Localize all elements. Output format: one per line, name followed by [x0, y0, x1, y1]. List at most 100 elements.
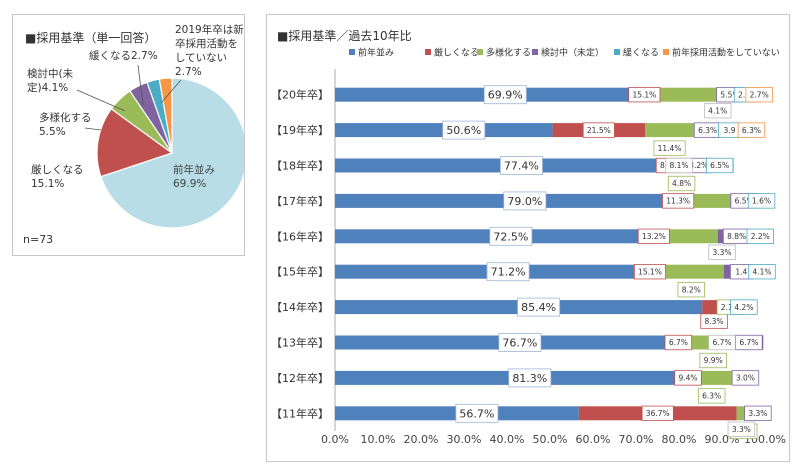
svg-text:15.1%: 15.1% — [638, 267, 662, 276]
svg-text:8.1%: 8.1% — [669, 161, 688, 170]
legend-item-5: 前年採用活動をしていない — [663, 47, 780, 59]
pie-label-1-0: 厳しくなる — [31, 163, 84, 176]
svg-text:前年並み: 前年並み — [358, 47, 394, 59]
bar-5-2 — [658, 264, 724, 279]
data-label-5-2: 8.2% — [677, 282, 705, 298]
svg-text:11.4%: 11.4% — [658, 144, 682, 153]
svg-text:6.7%: 6.7% — [739, 338, 758, 347]
bar-0-2 — [653, 87, 719, 102]
data-label-1-0: 50.6% — [442, 120, 486, 140]
svg-text:4.2%: 4.2% — [734, 303, 753, 312]
sample-size-note: n=73 — [23, 233, 54, 246]
legend-item-4: 緩くなる — [614, 47, 659, 59]
svg-text:36.7%: 36.7% — [646, 409, 670, 418]
x-tick-label-3: 30.0% — [447, 433, 482, 446]
pie-leader-5 — [160, 79, 182, 104]
svg-text:緩くなる: 緩くなる — [623, 47, 659, 59]
svg-text:69.9%: 69.9% — [488, 89, 523, 102]
pie-label-3-1: 定)4.1% — [27, 81, 68, 94]
pie-chart: 前年並み 69.9% 厳しくなる 15.1% 多様化する 5.5% 検討中(未定)4.1% 緩… — [27, 23, 244, 229]
data-label-9-0: 56.7% — [455, 403, 499, 423]
category-label-3: 【17年卒】 — [271, 194, 329, 208]
svg-text:検討中（未定）: 検討中（未定） — [541, 47, 604, 59]
data-label-1-4: 3.9 — [718, 122, 741, 138]
category-label-2: 【18年卒】 — [271, 159, 329, 173]
data-label-2-4: 6.5% — [705, 157, 734, 174]
svg-text:15.1%: 15.1% — [632, 90, 656, 99]
svg-text:4.8%: 4.8% — [672, 179, 691, 188]
data-label-9-3: 3.3% — [744, 405, 772, 421]
category-label-8: 【12年卒】 — [271, 371, 329, 385]
svg-text:2.2%: 2.2% — [751, 232, 770, 241]
data-label-8-3: 3.0% — [731, 370, 760, 386]
category-label-5: 【15年卒】 — [271, 265, 329, 279]
data-label-4-1: 13.2% — [637, 228, 670, 244]
svg-text:多様化する: 多様化する — [486, 47, 531, 59]
svg-text:1.4: 1.4 — [735, 267, 747, 276]
svg-text:13.2%: 13.2% — [642, 232, 666, 241]
svg-text:11.3%: 11.3% — [666, 197, 690, 206]
data-label-3-1: 11.3% — [662, 193, 695, 209]
pie-slice-1 — [96, 108, 174, 178]
legend-item-0: 前年並み — [349, 47, 394, 59]
svg-text:56.7%: 56.7% — [459, 407, 494, 420]
pie-label-3-0: 検討中(未 — [27, 67, 74, 80]
data-label-7-3: 6.7% — [735, 334, 763, 351]
svg-text:3.0%: 3.0% — [736, 374, 755, 383]
pie-chart-title: ■採用基準（単一回答） — [25, 31, 157, 45]
data-label-8-0: 81.3% — [508, 368, 552, 388]
bar-1-2 — [645, 123, 695, 138]
svg-text:6.5%: 6.5% — [735, 197, 754, 206]
category-label-9: 【11年卒】 — [271, 406, 329, 420]
svg-text:3.9: 3.9 — [724, 126, 736, 135]
data-label-4-3: 8.8% — [722, 228, 751, 244]
category-label-0: 【20年卒】 — [271, 88, 329, 102]
svg-text:6.7%: 6.7% — [669, 338, 688, 347]
svg-text:4.1%: 4.1% — [752, 267, 771, 276]
data-label-4-4: 2.2% — [746, 228, 774, 244]
data-label-0-1: 15.1% — [628, 87, 661, 103]
bar-chart-title: ■採用基準／過去10年比 — [277, 29, 412, 43]
data-label-6-1: 8.3% — [700, 313, 728, 329]
data-label-7-1: 6.7% — [664, 334, 693, 351]
pie-label-0-0: 前年並み — [173, 163, 215, 176]
aux-label-0: 4.1% — [703, 103, 732, 119]
pie-label-2-0: 多様化する — [39, 111, 92, 124]
aux-label-4: 3.3% — [727, 421, 756, 437]
svg-text:6.7%: 6.7% — [712, 338, 731, 347]
x-tick-label-8: 80.0% — [662, 433, 697, 446]
svg-text:8.2%: 8.2% — [682, 285, 701, 294]
svg-text:21.5%: 21.5% — [587, 126, 611, 135]
data-label-1-5: 6.3% — [737, 122, 766, 138]
svg-text:3.3%: 3.3% — [748, 409, 767, 418]
svg-text:2.7%: 2.7% — [750, 90, 769, 99]
bar-chart-panel: ■採用基準／過去10年比 前年並み 厳しくなる 多様化する 検討中（未定） 緩くなる 前年… — [266, 14, 790, 462]
data-label-1-2: 11.4% — [653, 140, 686, 156]
svg-text:81.3%: 81.3% — [512, 372, 547, 385]
pie-label-4-0: 緩くなる2.7% — [89, 49, 158, 62]
svg-text:8.3%: 8.3% — [705, 317, 724, 326]
svg-text:前年採用活動をしていない: 前年採用活動をしていない — [672, 47, 780, 59]
data-label-1-3: 6.3% — [693, 122, 722, 138]
svg-text:3.3%: 3.3% — [712, 248, 731, 257]
category-label-7: 【13年卒】 — [271, 336, 329, 350]
bar-4-2 — [660, 229, 718, 244]
x-tick-label-6: 60.0% — [576, 433, 611, 446]
x-tick-label-1: 10.0% — [361, 433, 396, 446]
svg-text:厳しくなる: 厳しくなる — [434, 47, 479, 59]
aux-label-1: 8.1% — [665, 157, 693, 174]
pie-label-5-2: していない — [175, 52, 227, 64]
svg-text:8.8%: 8.8% — [727, 232, 746, 241]
data-label-8-2: 6.3% — [697, 388, 726, 404]
aux-label-3: 6.7% — [708, 334, 736, 351]
svg-text:5.5%: 5.5% — [720, 90, 739, 99]
category-label-1: 【19年卒】 — [271, 123, 329, 137]
x-tick-label-0: 0.0% — [321, 433, 349, 446]
svg-text:85.4%: 85.4% — [521, 301, 556, 314]
svg-text:72.5%: 72.5% — [493, 230, 528, 243]
svg-text:3.2%: 3.2% — [689, 161, 708, 170]
data-label-3-0: 79.0% — [503, 191, 547, 211]
svg-text:76.7%: 76.7% — [502, 336, 537, 349]
data-label-9-1: 36.7% — [641, 405, 674, 421]
x-tick-label-5: 50.0% — [533, 433, 568, 446]
